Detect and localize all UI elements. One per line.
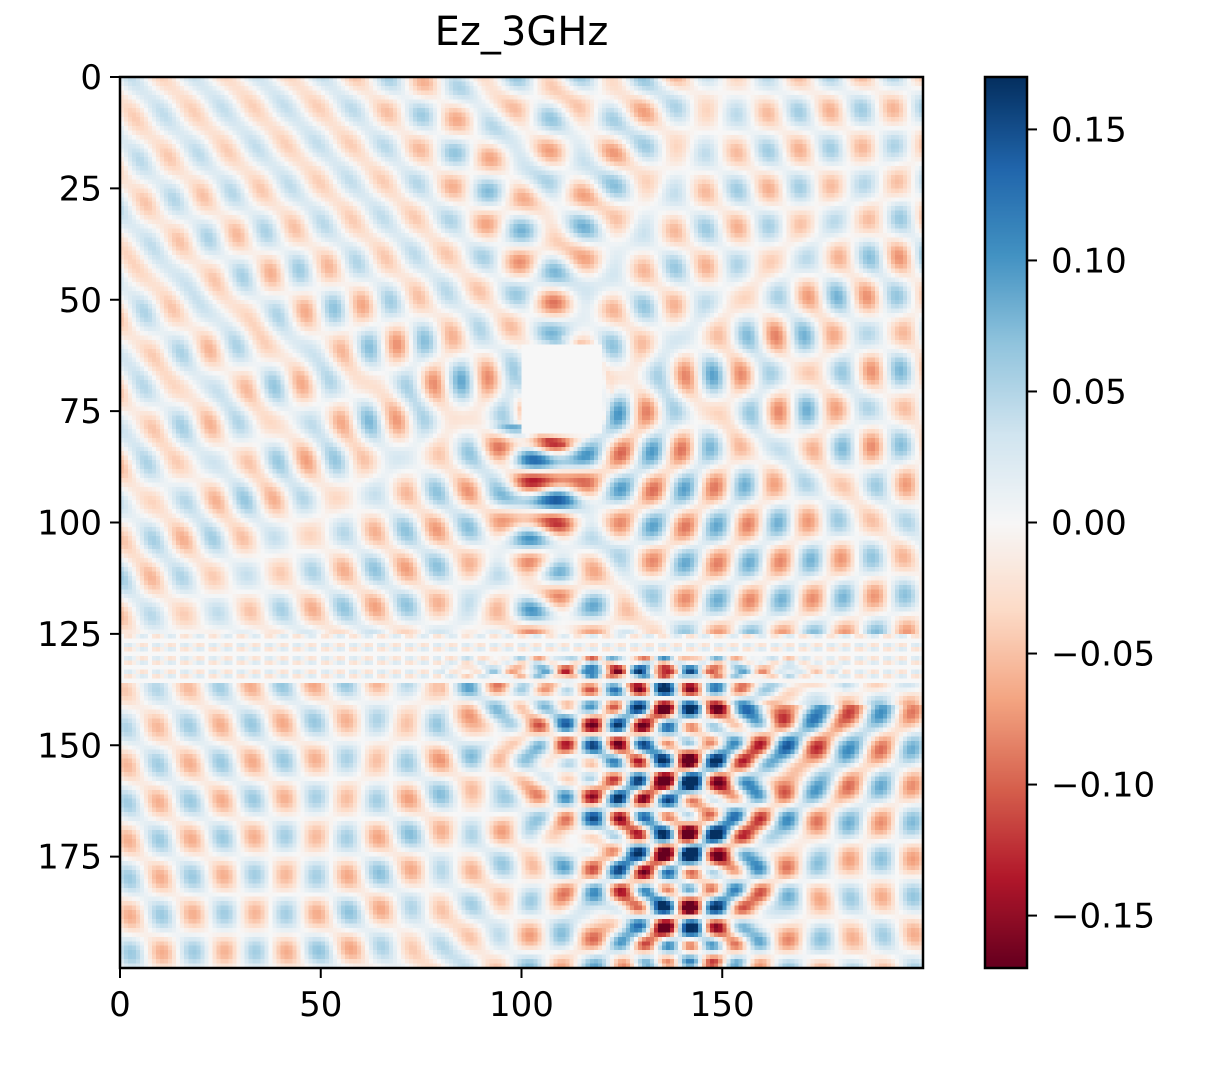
plot-frame — [118, 75, 925, 970]
colorbar-tick-label: −0.05 — [1051, 635, 1155, 675]
colorbar-tick-label: 0.10 — [1051, 241, 1127, 281]
x-tick-label: 150 — [690, 985, 755, 1025]
colorbar-tick-label: −0.10 — [1051, 766, 1155, 806]
x-tick-label: 100 — [489, 985, 554, 1025]
colorbar-tick-label: 0.00 — [1051, 504, 1127, 544]
colorbar-tick-label: 0.05 — [1051, 372, 1127, 412]
colorbar-tick-label: −0.15 — [1051, 897, 1155, 937]
y-tick-label: 25 — [59, 169, 102, 209]
y-tick-label: 150 — [37, 726, 102, 766]
y-tick-label: 0 — [80, 58, 102, 98]
y-tick-label: 175 — [37, 838, 102, 878]
chart-title: Ez_3GHz — [434, 9, 609, 55]
colorbar-tick-label: 0.15 — [1051, 110, 1127, 150]
y-tick-label: 50 — [59, 281, 102, 321]
x-tick-label: 50 — [299, 985, 342, 1025]
heatmap-image — [120, 77, 923, 968]
y-tick-label: 100 — [37, 504, 102, 544]
colorbar — [985, 77, 1027, 968]
colorbar-frame — [983, 75, 1029, 970]
y-tick-label: 125 — [37, 615, 102, 655]
x-tick-label: 0 — [109, 985, 131, 1025]
y-tick-label: 75 — [59, 392, 102, 432]
